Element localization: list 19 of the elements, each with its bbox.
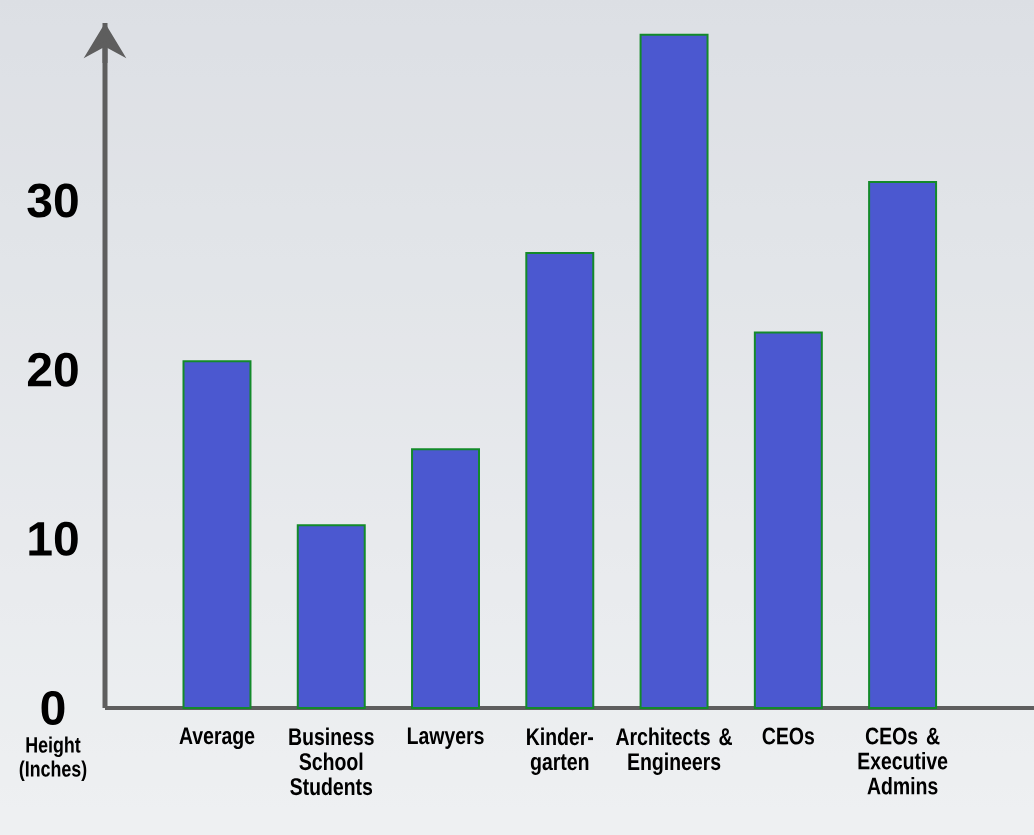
y-tick-label: 20 xyxy=(27,352,78,387)
x-tick-label: Architects & Engineers xyxy=(615,727,732,775)
x-tick-label: Kinder-garten xyxy=(527,727,594,775)
bar xyxy=(868,180,938,709)
x-tick-label: CEOs & Executive Admins xyxy=(858,727,948,795)
y-tick-label: 0 xyxy=(41,691,65,725)
bar xyxy=(411,448,480,709)
y-axis-title: Height (Inches) xyxy=(19,736,87,782)
bar xyxy=(182,360,252,709)
bar xyxy=(296,524,366,709)
bar xyxy=(639,33,709,709)
bar xyxy=(525,252,595,709)
y-tick-label: 10 xyxy=(29,521,78,556)
x-tick-label: CEOs xyxy=(762,727,815,745)
x-tick-label: Lawyers xyxy=(407,727,484,750)
bar xyxy=(753,331,823,709)
x-tick-label: Average xyxy=(179,727,255,750)
y-tick-label: 30 xyxy=(27,183,78,218)
x-tick-label: Business School Students xyxy=(289,727,374,796)
